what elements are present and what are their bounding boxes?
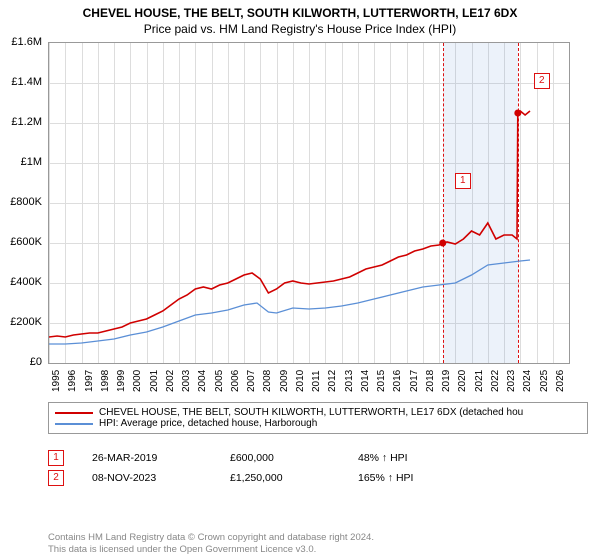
title-main: CHEVEL HOUSE, THE BELT, SOUTH KILWORTH, … — [0, 6, 600, 20]
xtick-label: 2020 — [457, 370, 468, 392]
xtick-label: 2021 — [474, 370, 485, 392]
annotation-date: 08-NOV-2023 — [92, 472, 202, 484]
footer-attribution: Contains HM Land Registry data © Crown c… — [48, 532, 374, 556]
ytick-label: £800K — [2, 196, 42, 208]
xtick-label: 2008 — [262, 370, 273, 392]
xtick-label: 1998 — [100, 370, 111, 392]
ytick-label: £400K — [2, 276, 42, 288]
xtick-label: 2013 — [344, 370, 355, 392]
xtick-label: 2007 — [246, 370, 257, 392]
xtick-label: 2003 — [181, 370, 192, 392]
xtick-label: 2005 — [214, 370, 225, 392]
xtick-label: 2001 — [149, 370, 160, 392]
annotation-price: £600,000 — [230, 452, 330, 464]
legend-item: HPI: Average price, detached house, Harb… — [55, 418, 581, 429]
xtick-label: 2024 — [522, 370, 533, 392]
annotation-marker: 1 — [48, 450, 64, 466]
plot-area: 12 — [48, 42, 570, 364]
xtick-label: 2000 — [132, 370, 143, 392]
xtick-label: 2025 — [539, 370, 550, 392]
series-red — [49, 111, 530, 337]
annotation-row: 1 26-MAR-2019 £600,000 48% ↑ HPI — [48, 448, 413, 468]
xtick-label: 2009 — [279, 370, 290, 392]
xtick-label: 2022 — [490, 370, 501, 392]
sale-marker-box: 1 — [455, 173, 471, 189]
xtick-label: 2026 — [555, 370, 566, 392]
xtick-label: 2014 — [360, 370, 371, 392]
ytick-label: £1M — [2, 156, 42, 168]
xtick-label: 2004 — [197, 370, 208, 392]
ytick-label: £0 — [2, 356, 42, 368]
legend-swatch — [55, 412, 93, 414]
xtick-label: 2018 — [425, 370, 436, 392]
annotation-row: 2 08-NOV-2023 £1,250,000 165% ↑ HPI — [48, 468, 413, 488]
legend-swatch — [55, 423, 93, 425]
ytick-label: £600K — [2, 236, 42, 248]
sale-dot — [439, 240, 446, 247]
annotation-pct: 165% ↑ HPI — [358, 472, 413, 484]
xtick-label: 2017 — [409, 370, 420, 392]
legend-label: CHEVEL HOUSE, THE BELT, SOUTH KILWORTH, … — [99, 407, 523, 418]
ytick-label: £1.6M — [2, 36, 42, 48]
sales-annotations: 1 26-MAR-2019 £600,000 48% ↑ HPI 2 08-NOV-202… — [48, 448, 413, 488]
ytick-label: £200K — [2, 316, 42, 328]
xtick-label: 1999 — [116, 370, 127, 392]
chart-container: CHEVEL HOUSE, THE BELT, SOUTH KILWORTH, … — [0, 0, 600, 560]
footer-line-1: Contains HM Land Registry data © Crown c… — [48, 532, 374, 544]
legend: CHEVEL HOUSE, THE BELT, SOUTH KILWORTH, … — [48, 402, 588, 434]
legend-item: CHEVEL HOUSE, THE BELT, SOUTH KILWORTH, … — [55, 407, 581, 418]
sale-dot — [514, 110, 521, 117]
xtick-label: 1996 — [67, 370, 78, 392]
line-series-svg — [49, 43, 569, 363]
footer-line-2: This data is licensed under the Open Gov… — [48, 544, 374, 556]
annotation-pct: 48% ↑ HPI — [358, 452, 408, 464]
title-sub: Price paid vs. HM Land Registry's House … — [0, 22, 600, 36]
xtick-label: 2010 — [295, 370, 306, 392]
xtick-label: 2015 — [376, 370, 387, 392]
xtick-label: 2019 — [441, 370, 452, 392]
xtick-label: 1997 — [84, 370, 95, 392]
xtick-label: 2011 — [311, 370, 322, 392]
annotation-date: 26-MAR-2019 — [92, 452, 202, 464]
sale-marker-box: 2 — [534, 73, 550, 89]
ytick-label: £1.2M — [2, 116, 42, 128]
annotation-price: £1,250,000 — [230, 472, 330, 484]
legend-label: HPI: Average price, detached house, Harb… — [99, 418, 317, 429]
xtick-label: 2023 — [506, 370, 517, 392]
annotation-marker: 2 — [48, 470, 64, 486]
series-blue — [49, 260, 530, 344]
xtick-label: 2002 — [165, 370, 176, 392]
ytick-label: £1.4M — [2, 76, 42, 88]
xtick-label: 2016 — [392, 370, 403, 392]
titles: CHEVEL HOUSE, THE BELT, SOUTH KILWORTH, … — [0, 0, 600, 36]
xtick-label: 1995 — [51, 370, 62, 392]
xtick-label: 2006 — [230, 370, 241, 392]
xtick-label: 2012 — [327, 370, 338, 392]
